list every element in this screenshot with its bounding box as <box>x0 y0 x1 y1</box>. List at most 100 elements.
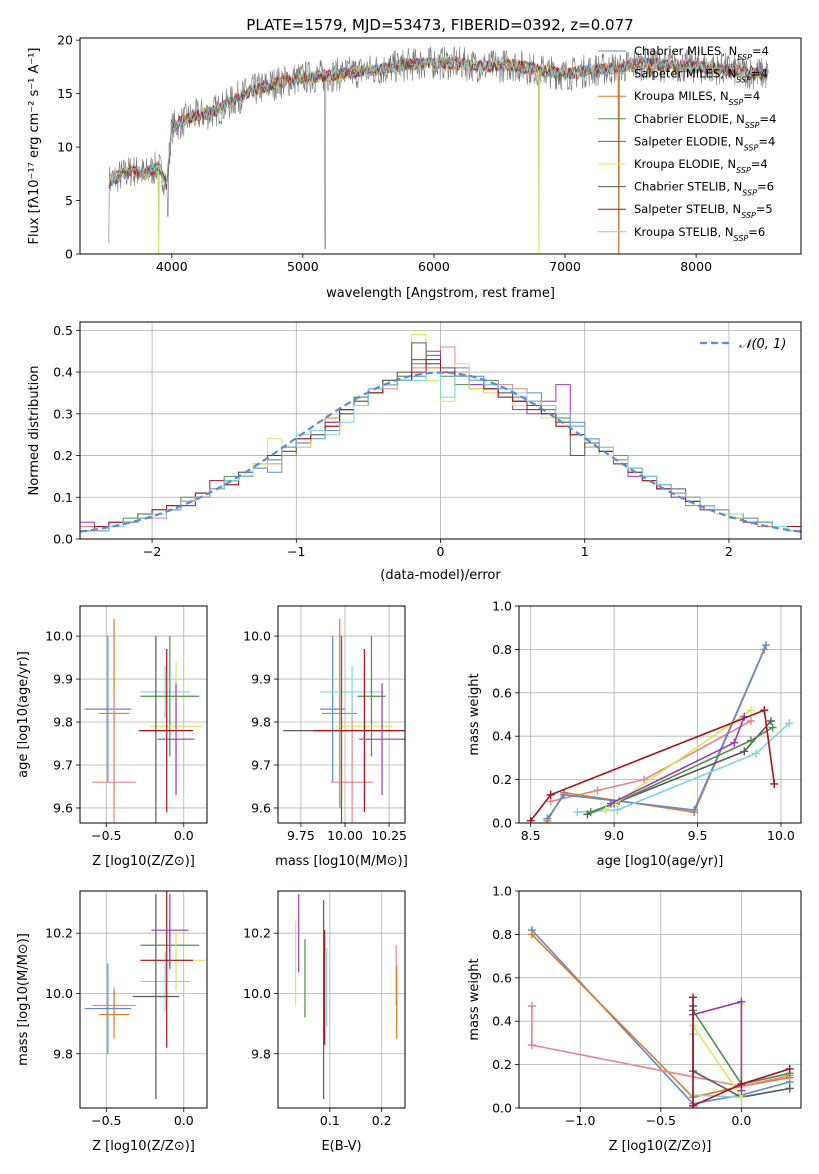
mass_weight_vs_age-xtick-label: 10.0 <box>767 828 795 843</box>
spectrum-xtick-label: 4000 <box>156 259 188 274</box>
mass_vs_EBV-xlabel: E(B-V) <box>321 1139 361 1154</box>
age_vs_Z-ytick-label: 9.8 <box>53 715 73 730</box>
age_vs_Z-xtick-label: 0.0 <box>174 828 194 843</box>
mass-weight-point <box>766 717 775 726</box>
mass_weight_vs_age-ytick-label: 0.2 <box>492 772 512 787</box>
mass-weight-point <box>527 930 536 939</box>
mass-weight-point <box>730 738 739 747</box>
spectrum-ylabel: Flux [fλ10⁻¹⁷ erg cm⁻² s⁻¹ A⁻¹] <box>27 48 42 245</box>
residual_distribution-xtick-label: −2 <box>143 544 161 559</box>
age_vs_mass-frame <box>277 605 406 824</box>
mass-weight-line <box>530 709 776 822</box>
mass-weight-point <box>785 1084 794 1093</box>
mass_vs_Z-xtick-label: 0.0 <box>174 1113 194 1128</box>
mass-weight-line <box>546 644 767 820</box>
age_vs_mass-ytick-label: 9.6 <box>251 800 271 815</box>
spectrum-ytick-label: 0 <box>65 247 73 262</box>
mass_weight_vs_age-xtick-label: 9.5 <box>688 828 708 843</box>
mass-weight-point <box>751 749 760 758</box>
spectrum-xtick-label: 6000 <box>418 259 450 274</box>
mass-weight-point <box>526 816 535 823</box>
spectrum-ytick-label: 15 <box>57 86 73 101</box>
residual_distribution-frame <box>79 321 802 540</box>
mass_weight_vs_Z-ylabel: mass weight <box>467 958 482 1040</box>
spectrum-legend-label: Chabrier MILES, NSSP=4 <box>634 44 769 62</box>
mass_vs_Z-frame <box>79 890 208 1109</box>
age_vs_Z-ytick-label: 9.6 <box>53 800 73 815</box>
residual_distribution-xtick-label: 1 <box>581 544 589 559</box>
mass-weight-point <box>543 814 552 823</box>
spectrum-xtick-label: 8000 <box>680 259 712 274</box>
residual_distribution-ytick-label: 0.0 <box>53 532 73 547</box>
mass-weight-point <box>746 717 755 726</box>
mass-weight-point <box>689 1101 698 1108</box>
mass_weight_vs_Z-ytick-label: 0.4 <box>492 1014 512 1029</box>
mass-weight-point <box>606 799 615 808</box>
age_vs_mass-xtick-label: 10.25 <box>371 828 407 843</box>
mass_weight_vs_age-ytick-label: 0.4 <box>492 729 512 744</box>
mass-weight-point <box>689 993 698 1002</box>
mass_weight_vs_age-xtick-label: 8.5 <box>521 828 541 843</box>
mass_vs_EBV-ytick-label: 10.2 <box>243 926 271 941</box>
spectrum-xtick-label: 7000 <box>549 259 581 274</box>
mass_vs_EBV-xtick-label: 0.1 <box>320 1113 340 1128</box>
mass_weight_vs_Z-xlabel: Z [log10(Z/Z⊙)] <box>609 1139 712 1154</box>
spectrum-legend-label: Chabrier STELIB, NSSP=6 <box>634 180 774 198</box>
residual_distribution-ytick-label: 0.5 <box>53 323 73 338</box>
mass_vs_EBV-frame <box>277 890 406 1109</box>
residual_distribution-xtick-label: −1 <box>287 544 305 559</box>
mass_weight_vs_age-xtick-label: 9.0 <box>604 828 624 843</box>
age_vs_Z-frame <box>79 605 208 824</box>
mass_vs_Z-panel: −0.5 0.0 9.8 10.0 10.2 Z [log10(Z/Z⊙)] mass [l… <box>16 890 208 1154</box>
mass-weight-point <box>640 775 649 784</box>
age_vs_mass-ytick-label: 9.9 <box>251 672 271 687</box>
mass_weight_vs_Z-frame <box>518 890 802 1109</box>
figure-title: PLATE=1579, MJD=53473, FIBERID=0392, z=0… <box>246 16 633 34</box>
mass_weight_vs_Z-plot-area <box>527 926 794 1108</box>
mass_vs_EBV-ytick-label: 9.8 <box>251 1046 271 1061</box>
age_vs_mass-ytick-label: 10.0 <box>243 629 271 644</box>
mass_weight_vs_age-frame <box>518 605 802 824</box>
mass-weight-line <box>692 1003 743 1100</box>
gaussian-reference-line <box>80 371 801 533</box>
mass_weight_vs_Z-ytick-label: 0.0 <box>492 1101 512 1116</box>
age_vs_mass-panel: 9.75 10.00 10.25 9.6 9.7 9.8 9.9 10.0 mass [log1… <box>243 605 408 869</box>
residual_distribution-ytick-label: 0.2 <box>53 448 73 463</box>
mass_weight_vs_Z-xtick-label: −0.5 <box>646 1113 676 1128</box>
mass-weight-point <box>601 805 610 814</box>
mass_weight_vs_age-plot-area <box>526 641 794 823</box>
age_vs_Z-plot-area <box>84 618 203 823</box>
residual_distribution-plot-area <box>80 334 801 533</box>
spectrum-model-line <box>108 56 769 188</box>
mass_weight_vs_Z-panel: −1.0 −0.5 0.0 0.0 0.2 0.4 0.6 0.8 1.0 Z [log10(Z/… <box>467 884 802 1154</box>
mass_vs_Z-ytick-label: 10.2 <box>45 926 73 941</box>
age_vs_mass-xtick-label: 10.00 <box>327 828 363 843</box>
age_vs_mass-ytick-label: 9.7 <box>251 757 271 772</box>
mass-weight-point <box>560 790 569 799</box>
spectrum-legend-label: Salpeter STELIB, NSSP=5 <box>634 202 773 220</box>
mass_vs_EBV-xtick-label: 0.2 <box>372 1113 392 1128</box>
spectrum-legend-label: Salpeter MILES, NSSP=4 <box>634 67 768 85</box>
mass_vs_Z-xlabel: Z [log10(Z/Z⊙)] <box>92 1139 195 1154</box>
age_vs_mass-xlabel: mass [log10(M/M⊙)] <box>275 854 408 869</box>
mass_vs_Z-xtick-label: −0.5 <box>91 1113 121 1128</box>
mass_weight_vs_age-ylabel: mass weight <box>467 673 482 755</box>
mass-weight-line <box>531 1006 790 1088</box>
mass-weight-point <box>573 808 582 817</box>
mass_weight_vs_Z-ytick-label: 0.8 <box>492 927 512 942</box>
mass_weight_vs_age-panel: 8.5 9.0 9.5 10.0 0.0 0.2 0.4 0.6 0.8 1.0 age [log1… <box>467 599 802 869</box>
mass-weight-point <box>527 1041 536 1050</box>
spectrum-ytick-label: 10 <box>57 140 73 155</box>
mass_weight_vs_age-ytick-label: 0.6 <box>492 685 512 700</box>
mass-weight-point <box>746 736 755 745</box>
age_vs_mass-xtick-label: 9.75 <box>287 828 315 843</box>
mass-weight-point <box>740 747 749 756</box>
mass_weight_vs_age-ytick-label: 0.0 <box>492 816 512 831</box>
mass-weight-point <box>737 997 746 1006</box>
mass-weight-point <box>586 808 595 817</box>
mass_weight_vs_age-ytick-label: 1.0 <box>492 599 512 614</box>
mass-weight-point <box>760 706 769 715</box>
mass_weight_vs_Z-ytick-label: 1.0 <box>492 884 512 899</box>
residual-legend-label: 𝒩(0, 1) <box>739 337 786 352</box>
mass-weight-point <box>746 706 755 715</box>
